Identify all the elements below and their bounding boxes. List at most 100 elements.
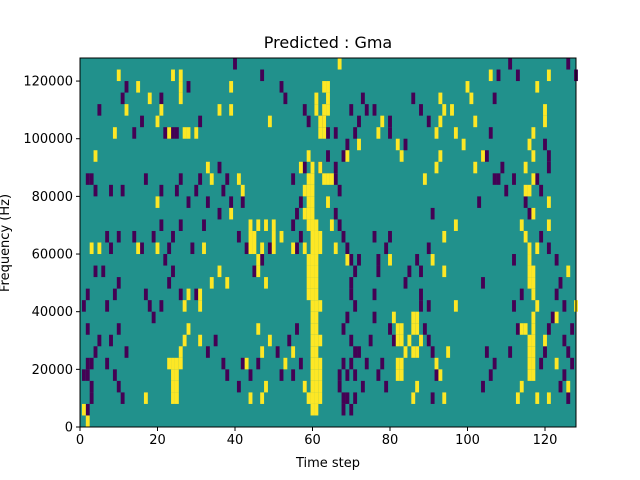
heatmap-cell-high <box>310 207 315 220</box>
heatmap-cell-high <box>97 242 102 255</box>
heatmap-cell-high <box>403 346 408 358</box>
heatmap-cell-high <box>248 219 253 231</box>
heatmap-cell-low <box>143 173 148 185</box>
heatmap-cell-high <box>326 92 330 105</box>
heatmap-cell-low <box>345 369 350 381</box>
heatmap-cell-high <box>543 115 547 128</box>
heatmap-cell-high <box>256 323 261 335</box>
x-tick-label: 40 <box>227 433 244 448</box>
heatmap-cell-low <box>484 346 489 358</box>
heatmap-cell-high <box>473 115 478 128</box>
heatmap-cell-low <box>109 334 113 347</box>
heatmap-cell-low <box>186 196 191 208</box>
heatmap-cell-high <box>178 69 183 82</box>
heatmap-cell-low <box>174 127 179 139</box>
heatmap-cell-high <box>453 127 458 139</box>
heatmap-cell-high <box>298 161 303 174</box>
heatmap-cell-high <box>430 254 435 266</box>
heatmap-cell-high <box>399 369 404 381</box>
heatmap-cell-high <box>523 161 528 174</box>
heatmap-cell-high <box>256 265 261 278</box>
heatmap-cell-high <box>186 323 191 335</box>
heatmap-cell-high <box>566 380 571 393</box>
heatmap-cell-high <box>415 323 420 335</box>
heatmap-cell-low <box>252 265 257 278</box>
heatmap-cell-high <box>302 380 307 393</box>
x-tick-label: 100 <box>455 433 480 448</box>
heatmap-cell-high <box>310 403 315 416</box>
heatmap-cell-high <box>527 277 532 289</box>
heatmap-cell-high <box>310 392 315 404</box>
heatmap-cell-high <box>318 161 323 174</box>
heatmap-cell-high <box>535 242 540 255</box>
heatmap-cell-low <box>205 196 210 208</box>
heatmap-cell-high <box>515 392 520 404</box>
heatmap-cell-low <box>353 127 358 139</box>
x-tick-label: 20 <box>149 433 166 448</box>
heatmap-cell-low <box>85 369 90 381</box>
y-tick-label: 80000 <box>32 190 73 205</box>
heatmap-cell-low <box>527 207 532 220</box>
heatmap-cell-low <box>89 380 94 393</box>
heatmap-cell-low <box>85 288 90 301</box>
heatmap-cell-low <box>391 334 396 347</box>
heatmap-cell-high <box>182 334 187 347</box>
heatmap-cell-low <box>291 369 296 381</box>
heatmap-cell-high <box>531 288 536 301</box>
heatmap-cell-high <box>167 127 172 139</box>
heatmap-cell-high <box>302 242 307 255</box>
heatmap-cell-low <box>562 334 567 347</box>
heatmap-cell-low <box>298 230 303 243</box>
heatmap-cell-low <box>519 288 524 301</box>
x-tick-label: 80 <box>382 433 399 448</box>
heatmap-cell-low <box>364 357 369 370</box>
heatmap-cell-high <box>306 173 311 185</box>
heatmap-cell-low <box>349 104 354 116</box>
heatmap-cell-low <box>248 369 253 381</box>
heatmap-cell-high <box>260 392 265 404</box>
heatmap-cell-high <box>310 288 315 301</box>
heatmap-cell-low <box>194 184 199 197</box>
heatmap-cell-high <box>481 150 485 162</box>
heatmap-cell-low <box>403 138 408 151</box>
heatmap-cell-low <box>419 104 423 116</box>
heatmap-cell-high <box>422 173 427 185</box>
heatmap-cell-high <box>267 334 272 347</box>
heatmap-cell-low <box>260 254 265 266</box>
heatmap-cell-low <box>376 254 381 266</box>
heatmap-cell-high <box>318 242 323 255</box>
heatmap-cell-low <box>167 277 172 289</box>
heatmap-cell-low <box>562 369 567 381</box>
heatmap-cell-high <box>438 92 443 105</box>
heatmap-cell-high <box>171 392 175 404</box>
heatmap-cell-high <box>205 161 210 174</box>
heatmap-cell-low <box>360 380 365 393</box>
heatmap-cell-high <box>310 311 315 324</box>
heatmap-cell-high <box>546 196 551 208</box>
heatmap-cell-low <box>244 242 249 255</box>
heatmap-cell-high <box>453 300 458 312</box>
heatmap-cell-low <box>543 346 547 358</box>
heatmap-cell-low <box>364 104 369 116</box>
heatmap-cell-low <box>260 69 265 82</box>
x-tick-label: 120 <box>533 433 558 448</box>
heatmap-cell-high <box>395 138 400 151</box>
heatmap-cell-low <box>116 277 121 289</box>
heatmap-cell-high <box>171 357 175 370</box>
heatmap-cell-low <box>298 357 303 370</box>
heatmap-cell-high <box>531 369 536 381</box>
heatmap-cell-high <box>465 81 470 93</box>
heatmap-cell-low <box>167 242 172 255</box>
heatmap-cell-low <box>81 300 86 312</box>
heatmap-cell-low <box>523 196 528 208</box>
heatmap-cell-low <box>345 242 350 255</box>
heatmap-cell-low <box>407 265 412 278</box>
heatmap-cell-low <box>388 323 392 335</box>
heatmap-cell-low <box>496 173 501 185</box>
heatmap-cell-low <box>275 346 280 358</box>
heatmap-cell-low <box>163 254 168 266</box>
heatmap-cell-high <box>322 81 327 93</box>
heatmap-cell-high <box>112 127 117 139</box>
heatmap-cell-high <box>248 392 253 404</box>
heatmap-cell-high <box>395 357 400 370</box>
